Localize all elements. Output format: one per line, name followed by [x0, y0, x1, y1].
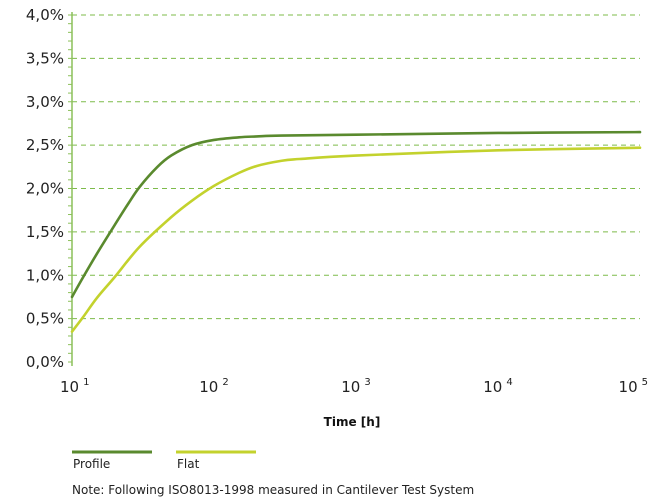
series-line-profile	[70, 130, 642, 299]
y-tick-labels: 0,0% 0,5% 1,0% 1,5% 2,0% 2,5% 3,0% 3,5% 4,0%	[26, 6, 64, 371]
y-tick-label: 2,5%	[26, 136, 64, 154]
y-tick-label: 0,0%	[26, 353, 64, 371]
y-tick-label: 3,5%	[26, 49, 64, 67]
x-axis-title: Time [h]	[324, 415, 381, 429]
x-tick-labels: 10 1 10 2 10 3 10 4 10 5	[60, 377, 648, 396]
x-tick-label: 10 5	[619, 377, 648, 396]
x-tick-label: 10 3	[341, 377, 370, 396]
x-tick-label: 10 1	[60, 377, 89, 396]
x-tick-label: 10 4	[483, 377, 512, 396]
grid-lines	[72, 14, 640, 320]
legend-label-profile: Profile	[73, 457, 110, 471]
y-tick-label: 0,5%	[26, 310, 64, 328]
note-text: Note: Following ISO8013-1998 measured in…	[72, 483, 474, 497]
x-tick-label: 10 2	[199, 377, 228, 396]
y-tick-label: 1,5%	[26, 223, 64, 241]
legend-label-flat: Flat	[177, 457, 200, 471]
legend: Profile Flat	[72, 450, 256, 471]
series-lines	[70, 130, 642, 333]
series-line-flat	[70, 146, 642, 333]
y-tick-label: 1,0%	[26, 266, 64, 284]
y-tick-label: 2,0%	[26, 180, 64, 198]
y-tick-label: 4,0%	[26, 6, 64, 24]
y-tick-label: 3,0%	[26, 93, 64, 111]
